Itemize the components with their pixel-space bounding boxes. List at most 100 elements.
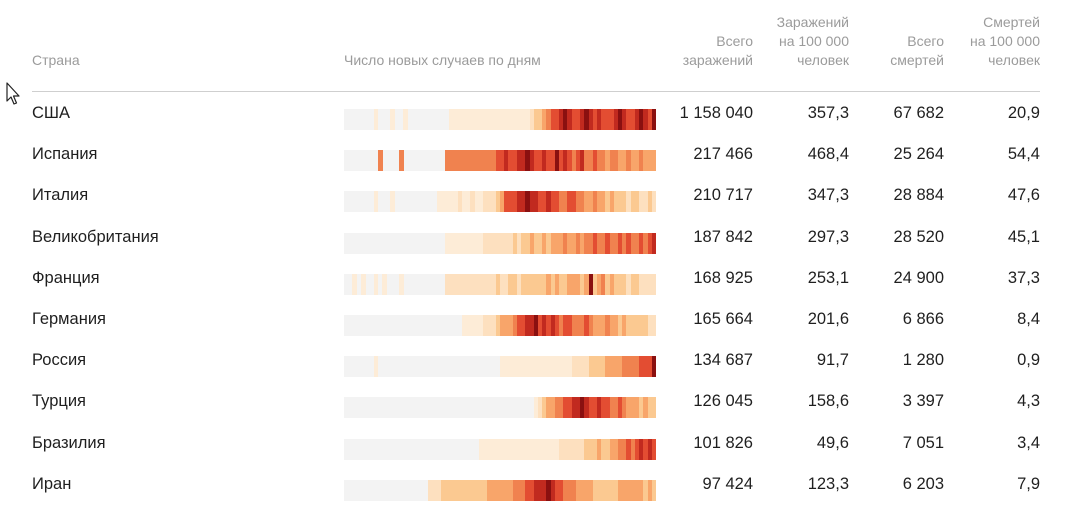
heatstrip-day: [550, 356, 556, 378]
heatstrip-day: [609, 232, 615, 254]
heatstrip-day: [360, 273, 366, 295]
cases-per-100k-value: 158,6: [807, 392, 849, 411]
cases-per-100k-value: 91,7: [816, 351, 849, 370]
heatstrip-day: [567, 150, 573, 172]
heatstrip-day: [559, 109, 564, 130]
heatstrip-day: [647, 232, 653, 254]
table-row[interactable]: Турция 126 045 158,6 3 397 4,3: [32, 392, 1040, 437]
heatstrip-day: [516, 232, 522, 254]
table-row[interactable]: Франция 168 925 253,1 24 900 37,3: [32, 269, 1040, 314]
table-row[interactable]: Бразилия 101 826 49,6 7 051 3,4: [32, 434, 1040, 479]
heatstrip-day: [504, 314, 510, 336]
heatstrip-day: [559, 191, 564, 213]
cases-per-100k-value: 49,6: [816, 433, 849, 452]
deaths-per-100k-value: 3,4: [1017, 433, 1040, 452]
heatstrip-day: [630, 438, 636, 460]
heatstrip-day: [512, 109, 518, 130]
heatstrip-day: [521, 150, 526, 172]
heatstrip-day: [643, 397, 649, 419]
heatstrip-day: [542, 150, 547, 172]
heatstrip-day: [584, 273, 590, 295]
table-row[interactable]: Великобритания 187 842 297,3 28 520 45,1: [32, 228, 1040, 273]
table-row[interactable]: Италия 210 717 347,3 28 884 47,6: [32, 186, 1040, 231]
heatstrip-day: [550, 109, 556, 130]
heatstrip-day: [643, 314, 649, 336]
heatstrip-day: [575, 273, 581, 295]
header-country[interactable]: Страна: [32, 52, 80, 68]
heatstrip-day: [533, 356, 539, 378]
heatstrip-day: [525, 109, 531, 130]
table-row[interactable]: Россия 134 687 91,7 1 280 0,9: [32, 351, 1040, 396]
heatstrip-day: [525, 438, 531, 460]
country-name: Великобритания: [32, 227, 159, 246]
heatstrip-day: [457, 191, 463, 213]
heatstrip-day: [567, 356, 573, 378]
heatstrip-day: [470, 273, 476, 295]
heatstrip-day: [651, 438, 656, 460]
heatstrip-day: [622, 191, 628, 213]
heatstrip-day: [588, 109, 594, 130]
heatstrip-day: [542, 397, 547, 419]
daily-cases-heatstrip: [344, 273, 656, 295]
heatstrip-day: [609, 191, 615, 213]
daily-cases-heatstrip: [344, 314, 656, 336]
heatstrip-day: [546, 314, 552, 336]
total-deaths-value: 67 682: [893, 104, 944, 122]
heatstrip-day: [537, 314, 543, 336]
heatstrip-day: [457, 150, 463, 172]
heatstrip-day: [567, 438, 573, 460]
heatstrip-day: [542, 273, 547, 295]
total-deaths-value: 6 203: [902, 474, 944, 493]
heatstrip-day: [554, 479, 560, 501]
heatstrip-day: [634, 397, 640, 419]
heatstrip-day: [440, 191, 446, 213]
table-row[interactable]: Испания 217 466 468,4 25 264 54,4: [32, 145, 1040, 190]
heatstrip-day: [613, 273, 619, 295]
country-name: США: [32, 104, 71, 122]
heatstrip-day: [521, 314, 526, 336]
table-row[interactable]: Германия 165 664 201,6 6 866 8,4: [32, 310, 1040, 355]
total-deaths-value: 1 280: [902, 351, 944, 370]
header-deaths-per-100k[interactable]: Смертей на 100 000 человек: [969, 14, 1040, 68]
daily-cases-heatstrip: [344, 191, 656, 213]
heatstrip-day: [643, 356, 649, 378]
heatstrip-day: [651, 191, 656, 213]
heatstrip-day: [466, 109, 472, 130]
header-total-cases[interactable]: Всего заражений: [682, 33, 753, 68]
heatstrip-day: [601, 232, 606, 254]
header-cases-per-100k[interactable]: Заражений на 100 000 человек: [776, 14, 849, 68]
header-total-deaths[interactable]: Всего смертей: [890, 33, 944, 68]
total-cases-value: 168 925: [693, 268, 753, 287]
heatstrip-day: [508, 150, 514, 172]
heatstrip-day: [559, 438, 564, 460]
heatstrip-day: [500, 356, 505, 378]
heatstrip-day: [601, 397, 606, 419]
heatstrip-day: [596, 314, 602, 336]
heatstrip-day: [634, 109, 640, 130]
heatstrip-day: [630, 150, 636, 172]
total-cases-value: 134 687: [693, 351, 753, 370]
table-row[interactable]: Иран 97 424 123,3 6 203 7,9: [32, 475, 1040, 520]
heatstrip-day: [529, 191, 535, 213]
heatstrip-day: [512, 232, 518, 254]
heatstrip-day: [571, 191, 577, 213]
heatstrip-day: [474, 273, 480, 295]
heatstrip-day: [500, 191, 505, 213]
heatstrip-day: [580, 191, 585, 213]
heatstrip-day: [381, 273, 387, 295]
heatstrip-day: [466, 150, 472, 172]
heatstrip-day: [521, 438, 526, 460]
heatstrip-day: [596, 150, 602, 172]
heatstrip-day: [436, 191, 442, 213]
heatstrip-day: [457, 109, 463, 130]
heatstrip-day: [546, 273, 552, 295]
heatstrip-day: [546, 479, 552, 501]
heatstrip-day: [546, 191, 552, 213]
heatstrip-day: [630, 109, 636, 130]
heatstrip-day: [521, 273, 526, 295]
heatstrip-day: [643, 150, 649, 172]
heatstrip-day: [601, 314, 606, 336]
heatstrip-day: [651, 479, 656, 501]
country-name: Иран: [32, 474, 72, 493]
table-row[interactable]: США 1 158 040 357,3 67 682 20,9: [32, 104, 1040, 149]
